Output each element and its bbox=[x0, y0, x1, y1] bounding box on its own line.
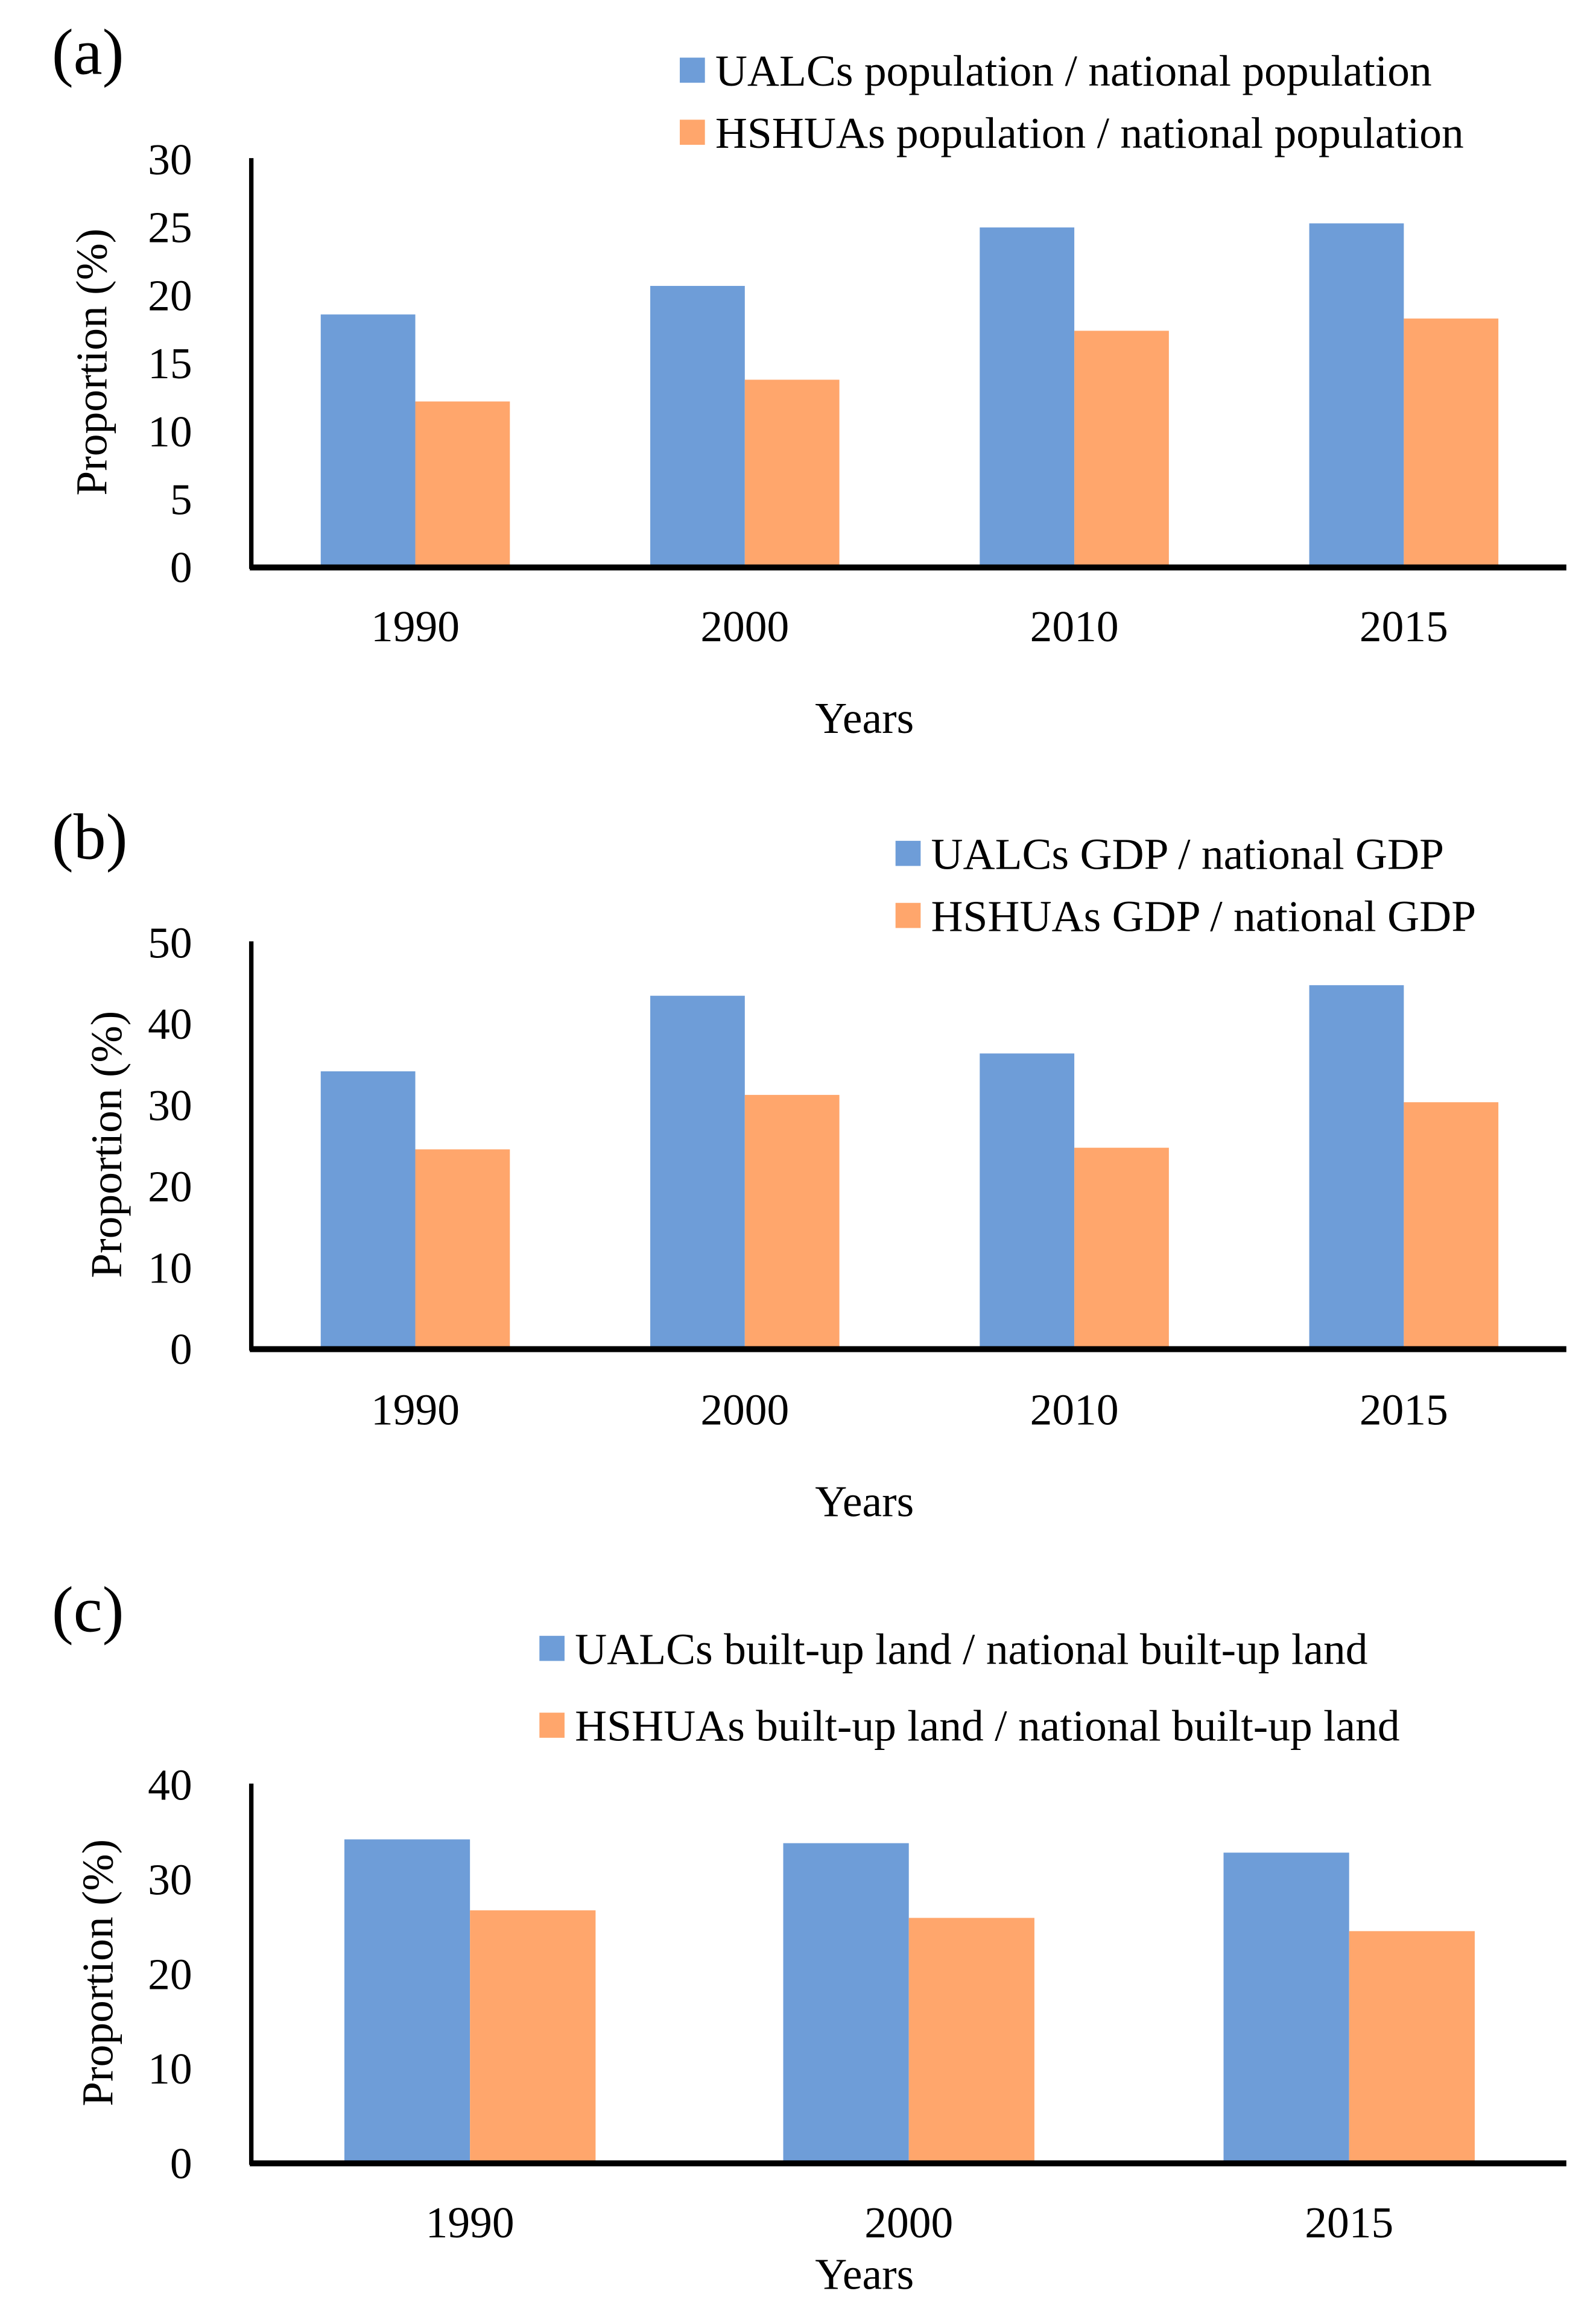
y-tick-label: 0 bbox=[170, 2139, 192, 2188]
bar-2010-series-1 bbox=[980, 227, 1075, 566]
x-tick-label: 1990 bbox=[371, 1385, 460, 1434]
legend-label-2: HSHUAs population / national population bbox=[715, 109, 1464, 157]
legend-label-1: UALCs GDP / national GDP bbox=[931, 829, 1444, 878]
bar-2015-series-1 bbox=[1223, 1853, 1349, 2162]
bar-2015-series-1 bbox=[1309, 223, 1404, 566]
legend-label-2: HSHUAs GDP / national GDP bbox=[931, 892, 1476, 940]
bar-1990-series-2 bbox=[415, 401, 510, 566]
y-tick-label: 30 bbox=[148, 1081, 192, 1130]
y-tick-label: 20 bbox=[148, 271, 192, 320]
x-axis-title: Years bbox=[815, 2250, 914, 2299]
y-tick-label: 40 bbox=[148, 1761, 192, 1810]
panel-label: (b) bbox=[52, 801, 128, 873]
bar-2015-series-1 bbox=[1309, 985, 1404, 1348]
y-tick-label: 5 bbox=[170, 475, 192, 524]
bar-2000-series-1 bbox=[783, 1843, 909, 2162]
panel-label: (c) bbox=[52, 1574, 124, 1646]
y-tick-label: 0 bbox=[170, 543, 192, 592]
legend-swatch-2 bbox=[680, 119, 705, 145]
bar-2010-series-1 bbox=[980, 1053, 1075, 1348]
bar-2015-series-2 bbox=[1404, 1102, 1499, 1348]
y-axis-title: Proportion (%) bbox=[82, 1011, 131, 1278]
y-tick-label: 20 bbox=[148, 1950, 192, 1998]
x-tick-label: 2000 bbox=[864, 2198, 953, 2247]
y-tick-label: 15 bbox=[148, 339, 192, 388]
bar-2015-series-2 bbox=[1404, 319, 1499, 566]
legend-swatch-1 bbox=[539, 1635, 565, 1661]
x-axis-title: Years bbox=[815, 1477, 914, 1526]
y-tick-label: 50 bbox=[148, 918, 192, 967]
bar-2000-series-2 bbox=[744, 379, 840, 566]
bar-1990-series-1 bbox=[344, 1839, 470, 2162]
bar-1990-series-2 bbox=[415, 1149, 510, 1348]
y-tick-label: 25 bbox=[148, 203, 192, 252]
legend-swatch-1 bbox=[895, 840, 921, 866]
bar-1990-series-1 bbox=[320, 1071, 416, 1348]
bar-2010-series-2 bbox=[1074, 331, 1169, 566]
y-tick-label: 10 bbox=[148, 407, 192, 456]
bar-2000-series-1 bbox=[650, 995, 745, 1348]
x-tick-label: 2010 bbox=[1030, 602, 1119, 651]
legend-swatch-2 bbox=[895, 902, 921, 928]
legend-swatch-2 bbox=[539, 1713, 565, 1738]
y-tick-label: 10 bbox=[148, 1243, 192, 1292]
bar-2000-series-1 bbox=[650, 285, 745, 566]
x-tick-label: 1990 bbox=[426, 2198, 515, 2247]
panel-label: (a) bbox=[52, 16, 124, 88]
y-axis-title: Proportion (%) bbox=[68, 229, 116, 496]
x-tick-label: 2015 bbox=[1360, 1385, 1448, 1434]
bar-2000-series-2 bbox=[744, 1095, 840, 1348]
legend-swatch-1 bbox=[680, 57, 705, 83]
y-tick-label: 40 bbox=[148, 1000, 192, 1048]
chart-c: (c) UALCs built-up land / national built-… bbox=[52, 1574, 1566, 2299]
y-tick-label: 30 bbox=[148, 135, 192, 184]
bar-1990-series-2 bbox=[470, 1910, 596, 2162]
chart-a: (a) UALCs population / national populatio… bbox=[52, 16, 1566, 743]
bar-1990-series-1 bbox=[320, 314, 416, 566]
y-tick-label: 10 bbox=[148, 2044, 192, 2093]
bar-2010-series-2 bbox=[1074, 1147, 1169, 1348]
x-tick-label: 2010 bbox=[1030, 1385, 1119, 1434]
x-axis-title: Years bbox=[815, 694, 914, 743]
x-tick-label: 2015 bbox=[1360, 602, 1448, 651]
x-tick-label: 2000 bbox=[700, 1385, 789, 1434]
x-tick-label: 2015 bbox=[1305, 2198, 1393, 2247]
y-tick-label: 0 bbox=[170, 1325, 192, 1374]
y-tick-label: 30 bbox=[148, 1855, 192, 1904]
x-tick-label: 2000 bbox=[700, 602, 789, 651]
y-axis-title: Proportion (%) bbox=[73, 1839, 122, 2106]
legend-label-1: UALCs population / national population bbox=[715, 46, 1432, 95]
bar-2015-series-2 bbox=[1349, 1931, 1475, 2162]
legend-label-1: UALCs built-up land / national built-up … bbox=[575, 1624, 1367, 1673]
y-tick-label: 20 bbox=[148, 1162, 192, 1211]
legend-label-2: HSHUAs built-up land / national built-up… bbox=[575, 1702, 1400, 1751]
chart-b: (b) UALCs GDP / national GDP HSHUAs GDP / … bbox=[52, 801, 1566, 1526]
bar-2000-series-2 bbox=[908, 1918, 1034, 2162]
x-tick-label: 1990 bbox=[371, 602, 460, 651]
